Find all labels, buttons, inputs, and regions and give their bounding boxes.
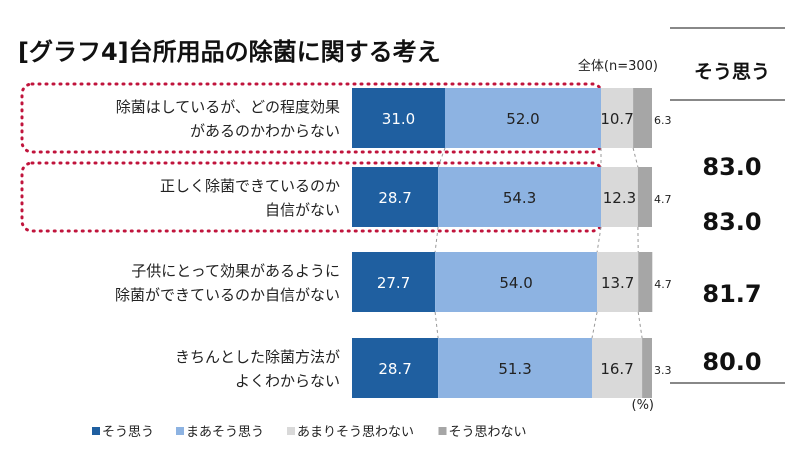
data-label: 3.3	[654, 364, 672, 377]
bar-segment	[597, 252, 639, 312]
data-label: 4.7	[654, 193, 672, 206]
connector-line	[637, 311, 643, 339]
highlight-frame	[20, 161, 604, 233]
category-label: 除菌ができているのか自信がない	[115, 286, 340, 304]
data-label: 54.3	[503, 189, 536, 207]
bar-segment	[445, 88, 601, 148]
connector-line	[434, 226, 439, 253]
chart-title: [グラフ4]台所用品の除菌に関する考え	[18, 38, 441, 66]
bar-segment	[438, 338, 592, 398]
data-label: 13.7	[601, 274, 634, 292]
legend-label: まあそう思う	[186, 425, 264, 440]
data-label: 31.0	[382, 110, 415, 128]
bar-segment	[435, 252, 598, 312]
legend-swatch	[92, 427, 100, 435]
legend-swatch	[176, 427, 184, 435]
bar-segment	[637, 167, 652, 227]
bar-segment	[633, 88, 652, 148]
data-label: 28.7	[378, 189, 411, 207]
bar-segment	[438, 167, 601, 227]
bar-segment	[601, 88, 634, 148]
category-label: 除菌はしているが、どの程度効果	[116, 98, 340, 116]
data-label: 4.7	[654, 278, 672, 291]
data-label: 54.0	[499, 274, 532, 292]
data-label: 6.3	[654, 114, 672, 127]
legend-swatch	[287, 427, 295, 435]
bar-segment	[352, 338, 439, 398]
summary-header: そう思う	[694, 61, 770, 83]
legend-swatch	[438, 427, 447, 435]
data-label: 12.3	[603, 189, 636, 207]
connector-line	[434, 311, 439, 339]
data-label: 10.7	[600, 110, 633, 128]
data-label: 27.7	[377, 274, 410, 292]
summary-value: 83.0	[702, 208, 761, 236]
summary-value: 83.0	[702, 153, 761, 181]
bar-segment	[352, 252, 436, 312]
data-label: 28.7	[378, 360, 411, 378]
bar-segment	[601, 167, 638, 227]
chart-subtitle: 全体(n=300)	[578, 58, 658, 74]
connector-line	[632, 147, 639, 168]
highlight-frame	[20, 82, 604, 154]
data-label: 51.3	[498, 360, 531, 378]
category-label: きちんとした除菌方法が	[175, 348, 340, 366]
summary-value: 81.7	[702, 280, 761, 308]
category-label: があるのかわからない	[190, 122, 340, 140]
connector-line	[591, 311, 598, 339]
bar-segment	[352, 167, 439, 227]
bar-segment	[638, 252, 653, 312]
bar-segment	[352, 88, 445, 148]
connector-line	[596, 226, 602, 253]
data-label: 52.0	[506, 110, 539, 128]
category-label: 子供にとって効果があるように	[131, 262, 340, 280]
category-label: 自信がない	[265, 201, 340, 219]
data-label: 16.7	[600, 360, 633, 378]
legend-label: そう思わない	[449, 425, 527, 440]
legend-label: そう思う	[102, 425, 154, 440]
unit-label: (%)	[632, 398, 655, 413]
summary-value: 80.0	[702, 348, 761, 376]
category-label: よくわからない	[235, 372, 340, 390]
category-label: 正しく除菌できているのか	[160, 177, 340, 195]
bar-segment	[642, 338, 652, 398]
bar-segment	[592, 338, 643, 398]
legend-label: あまりそう思わない	[297, 425, 414, 440]
